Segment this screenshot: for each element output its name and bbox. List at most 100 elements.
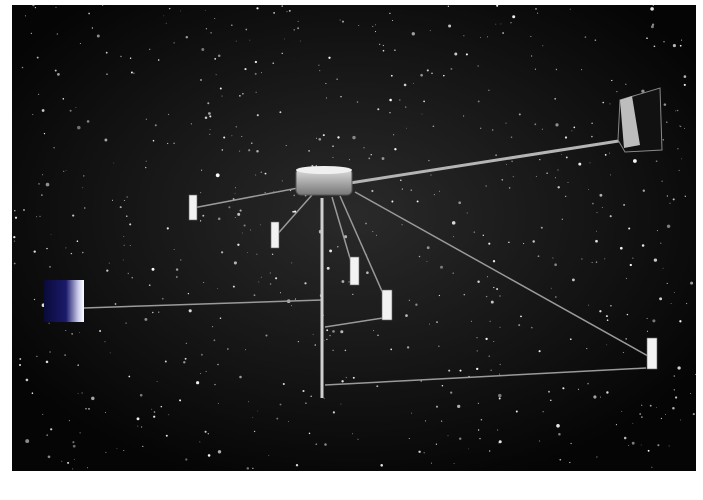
- star: [428, 323, 430, 325]
- star: [152, 311, 154, 314]
- star: [690, 281, 694, 285]
- star: [673, 375, 676, 377]
- star: [200, 353, 203, 356]
- star: [672, 198, 675, 201]
- star: [184, 357, 187, 360]
- star: [661, 180, 663, 182]
- star: [158, 311, 160, 313]
- star: [281, 180, 283, 182]
- star: [145, 166, 147, 169]
- star: [72, 468, 74, 470]
- star: [253, 430, 256, 433]
- star: [258, 281, 260, 283]
- strut: [192, 187, 299, 209]
- star: [70, 252, 73, 255]
- star: [79, 43, 81, 45]
- star: [593, 395, 597, 399]
- star: [173, 142, 175, 144]
- star: [137, 425, 139, 427]
- star: [530, 326, 533, 329]
- star: [651, 466, 653, 468]
- star: [374, 31, 377, 33]
- star: [480, 418, 483, 421]
- star: [344, 349, 347, 352]
- star: [269, 272, 271, 274]
- star: [490, 369, 492, 371]
- star: [282, 382, 285, 386]
- star: [105, 451, 107, 454]
- star: [537, 255, 540, 258]
- star: [650, 25, 654, 29]
- star: [332, 411, 336, 414]
- star: [305, 402, 307, 404]
- star: [602, 101, 604, 104]
- star: [440, 265, 443, 269]
- star: [88, 407, 90, 410]
- star: [505, 163, 507, 165]
- star: [13, 235, 16, 239]
- star: [281, 5, 283, 7]
- star: [606, 319, 609, 322]
- star: [454, 52, 458, 56]
- star: [542, 45, 544, 47]
- star: [339, 19, 341, 21]
- star: [156, 380, 158, 383]
- star: [32, 114, 34, 116]
- star: [173, 42, 175, 44]
- star: [256, 114, 259, 117]
- star: [571, 130, 573, 132]
- star: [678, 169, 680, 171]
- star: [684, 127, 686, 129]
- star: [498, 397, 501, 400]
- star: [227, 348, 229, 350]
- star: [512, 15, 516, 19]
- star: [375, 24, 376, 26]
- star: [123, 244, 125, 246]
- star: [127, 272, 130, 275]
- star: [295, 464, 299, 467]
- star: [340, 403, 342, 405]
- star: [447, 435, 449, 437]
- star: [286, 11, 288, 13]
- star: [578, 162, 582, 166]
- star: [641, 416, 643, 418]
- star: [479, 437, 481, 440]
- star: [489, 320, 491, 322]
- star: [297, 27, 300, 30]
- star: [394, 49, 396, 51]
- star: [651, 23, 655, 26]
- star: [588, 189, 589, 190]
- star: [642, 189, 645, 192]
- star: [221, 95, 223, 97]
- star: [550, 287, 552, 289]
- star: [348, 281, 350, 283]
- star: [692, 413, 695, 416]
- star: [655, 160, 658, 163]
- star: [72, 441, 75, 444]
- star: [244, 68, 247, 71]
- star: [683, 75, 687, 78]
- star: [561, 218, 563, 220]
- star: [668, 445, 670, 447]
- star: [477, 280, 480, 283]
- star: [591, 122, 593, 124]
- star: [268, 455, 270, 456]
- star: [408, 437, 410, 440]
- star: [23, 209, 25, 211]
- star: [314, 344, 317, 346]
- star: [254, 60, 258, 64]
- star: [196, 381, 200, 385]
- star: [235, 40, 237, 42]
- star: [666, 282, 668, 284]
- star: [623, 436, 627, 440]
- star: [77, 364, 79, 366]
- star: [42, 413, 44, 415]
- star: [67, 461, 70, 464]
- star: [405, 106, 407, 108]
- star: [440, 420, 443, 422]
- star: [663, 41, 665, 43]
- star: [82, 251, 84, 254]
- star: [429, 30, 431, 32]
- star: [207, 433, 209, 435]
- star: [248, 401, 249, 403]
